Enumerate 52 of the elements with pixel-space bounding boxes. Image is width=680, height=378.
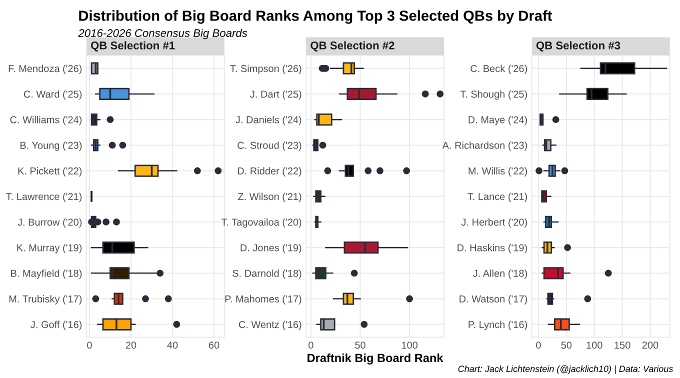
y-tick-label: J. Goff ('16) (30, 320, 82, 330)
chart-title: QB Selection #2 (310, 41, 394, 52)
y-tick-label: B. Mayfield ('18) (11, 270, 82, 279)
y-tick-label: K. Murray ('19) (17, 244, 82, 254)
y-tick-label: A. Richardson ('23) (442, 142, 527, 151)
y-tick-label: C. Beck ('26) (470, 64, 527, 74)
y-tick-label: J. Daniels ('24) (236, 116, 302, 126)
y-tick-label: J. Burrow ('20) (18, 218, 82, 228)
x-tick-label: 0 (536, 342, 541, 349)
y-tick-label: T. Simpson ('26) (230, 64, 302, 74)
y-tick-label: C. Williams ('24) (10, 116, 82, 126)
x-tick-label: 20 (126, 342, 136, 349)
y-tick-label: S. Darnold ('18) (232, 270, 302, 279)
y-tick-label: F. Mendoza ('26) (8, 64, 82, 74)
y-tick-label: T. Tagovailoa ('20) (221, 218, 302, 228)
x-tick-label: 150 (614, 342, 630, 349)
x-tick-label: 50 (355, 342, 366, 349)
x-tick-label: 60 (208, 342, 220, 349)
y-tick-label: C. Wentz ('16) (238, 320, 302, 330)
y-tick-label: T. Shough ('25) (460, 90, 527, 100)
x-tick-label: 50 (561, 342, 572, 349)
x-tick-label: 40 (167, 342, 178, 349)
x-tick-label: 200 (642, 342, 658, 349)
x-tick-label: 100 (586, 342, 602, 349)
y-tick-label: Z. Wilson ('21) (238, 192, 302, 202)
y-tick-label: D. Maye ('24) (468, 116, 527, 126)
text: Distribution of Big Board Ranks Among Top 3 Selected QBs by Draft (79, 10, 552, 24)
y-tick-label: P. Mahomes ('17) (225, 295, 302, 304)
y-tick-label: M. Trubisky ('17) (9, 295, 82, 304)
chart-title: QB Selection #3 (536, 41, 620, 52)
y-tick-label: J. Dart ('25) (250, 90, 302, 100)
y-tick-label: J. Herbert ('20) (461, 218, 527, 228)
y-tick-label: P. Lynch ('16) (468, 320, 527, 330)
chart-title: QB Selection #1 (90, 41, 175, 52)
y-tick-label: D. Haskins ('19) (458, 244, 527, 254)
text: Chart: Jack Lichtenstein (@jacklich10) | Data: Various (458, 365, 674, 374)
y-tick-label: J. Allen ('18) (473, 270, 527, 279)
y-tick-label: T. Lance ('21) (468, 192, 527, 202)
y-tick-label: B. Young ('23) (20, 142, 82, 151)
x-tick-label: 100 (402, 342, 418, 349)
x-axis-title: Draftnik Big Board Rank (308, 353, 444, 364)
x-tick-label: 0 (87, 342, 92, 349)
y-tick-label: K. Pickett ('22) (18, 167, 82, 176)
x-tick-label: 0 (308, 342, 314, 349)
y-tick-label: C. Stroud ('23) (238, 142, 302, 151)
text: 2016-2026 Consensus Big Boards (78, 28, 248, 40)
y-tick-label: D. Ridder ('22) (238, 167, 302, 176)
y-tick-label: T. Lawrence ('21) (6, 192, 82, 202)
y-tick-label: D. Jones ('19) (240, 244, 302, 254)
y-tick-label: D. Watson ('17) (460, 295, 527, 304)
y-tick-label: M. Willis ('22) (468, 167, 527, 176)
y-tick-label: C. Ward ('25) (24, 90, 82, 100)
